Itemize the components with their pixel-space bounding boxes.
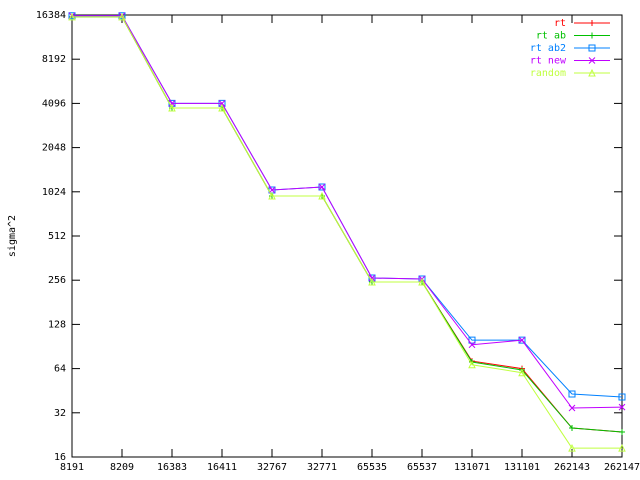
y-tick-label: 128 [48, 319, 66, 330]
data-point [218, 100, 226, 107]
legend-marker [589, 20, 595, 26]
data-point [418, 277, 426, 286]
x-tick-label: 8191 [60, 462, 84, 473]
data-point [518, 336, 526, 344]
y-tick-label: 64 [54, 364, 66, 375]
data-point [368, 274, 376, 282]
x-tick-label: 131071 [454, 462, 490, 473]
series-line [72, 16, 623, 433]
data-point [218, 103, 226, 112]
y-tick-label: 2048 [42, 143, 66, 154]
data-point [618, 393, 626, 401]
data-point [518, 368, 526, 377]
legend-label: rt ab2 [530, 43, 566, 54]
x-tick-label: 65537 [407, 462, 437, 473]
data-point [268, 191, 276, 200]
data-point [68, 12, 76, 21]
x-tick-label: 32767 [257, 462, 287, 473]
legend-marker [588, 68, 596, 77]
data-point [518, 336, 526, 344]
data-point [568, 443, 576, 452]
y-tick-label: 16 [54, 452, 66, 463]
legend-marker [588, 57, 596, 64]
y-tick-label: 16384 [36, 10, 66, 21]
y-tick-label: 4096 [42, 98, 66, 109]
data-point [468, 360, 476, 369]
data-point [118, 12, 126, 21]
data-point [468, 341, 476, 349]
x-tick-label: 262143 [554, 462, 590, 473]
legend-label: rt ab [536, 31, 566, 42]
legend-marker [589, 32, 595, 39]
data-point [168, 100, 176, 107]
data-point [568, 404, 576, 412]
y-tick-label: 8192 [42, 54, 66, 65]
data-point [318, 191, 326, 200]
x-tick-label: 262147 [604, 462, 640, 473]
x-tick-label: 8209 [110, 462, 134, 473]
legend-label: random [530, 68, 566, 79]
x-tick-label: 32771 [307, 462, 337, 473]
legend-label: rt [554, 18, 566, 29]
data-point [68, 12, 76, 20]
legend-label: rt new [530, 56, 567, 67]
y-tick-label: 32 [54, 408, 66, 419]
series-line [72, 16, 622, 449]
data-point [568, 390, 576, 398]
y-tick-label: 512 [48, 231, 66, 242]
data-point [619, 428, 625, 435]
data-point [418, 275, 426, 283]
y-axis-label: sigma^2 [7, 215, 18, 257]
data-point [569, 425, 575, 432]
data-point [618, 403, 626, 411]
x-tick-label: 65535 [357, 462, 387, 473]
data-point [318, 183, 326, 191]
data-point [618, 443, 626, 452]
y-tick-label: 256 [48, 275, 66, 286]
data-point [168, 103, 176, 112]
data-point [368, 277, 376, 286]
x-tick-label: 131101 [504, 462, 540, 473]
legend-marker [588, 44, 596, 52]
y-tick-label: 1024 [42, 187, 66, 198]
series-line [72, 16, 623, 433]
x-tick-label: 16411 [207, 462, 237, 473]
x-tick-label: 16383 [157, 462, 187, 473]
series-line [72, 15, 623, 409]
